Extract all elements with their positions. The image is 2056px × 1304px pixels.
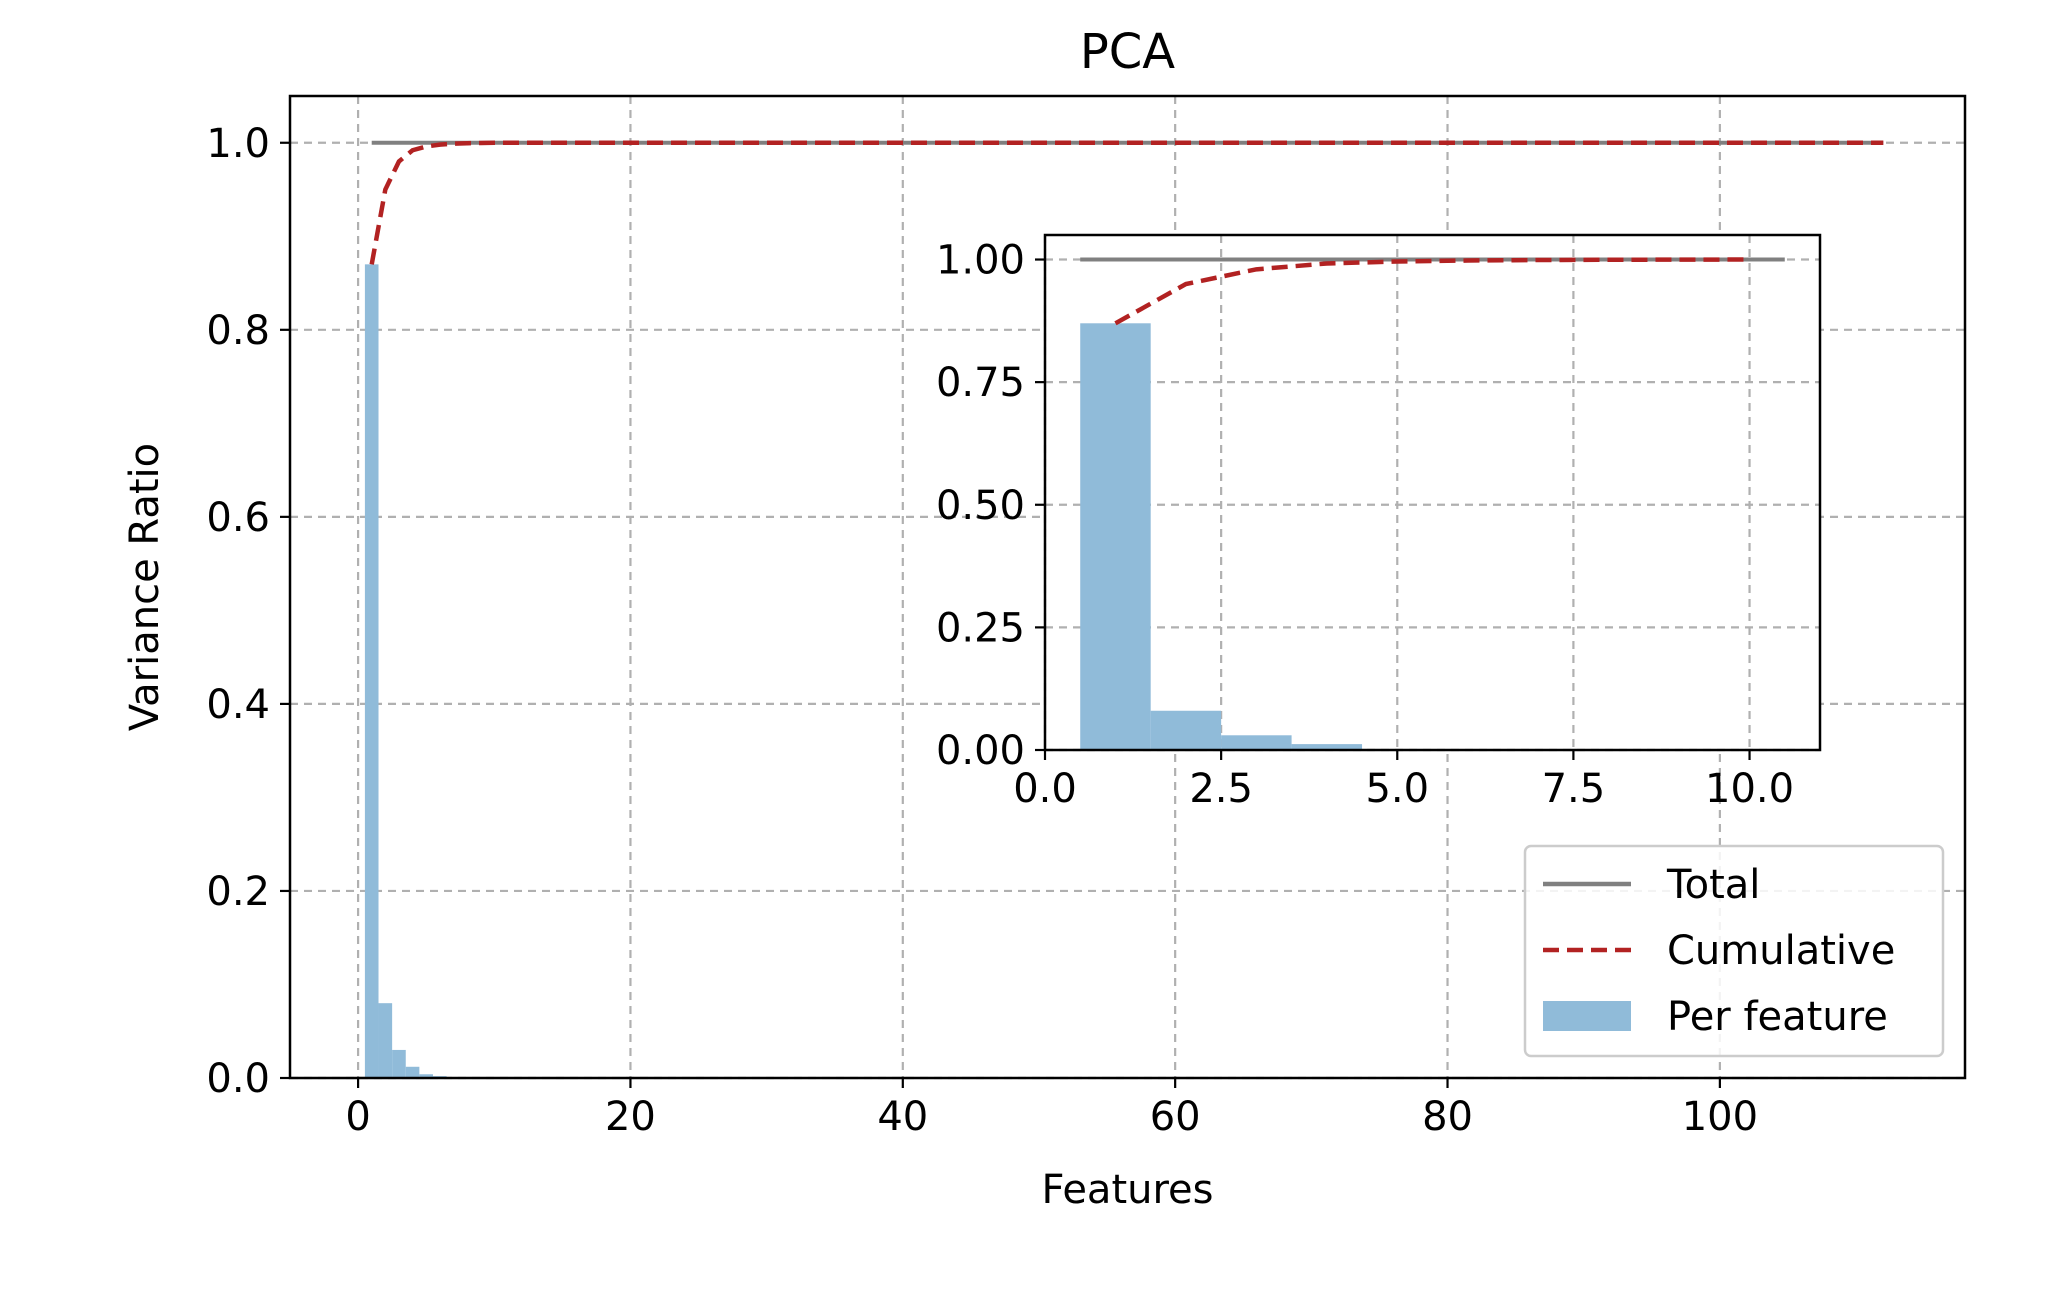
y-axis-label: Variance Ratio [122,443,168,731]
inset-y-tick-label: 1.00 [936,238,1025,284]
bar-per-feature [405,1066,420,1078]
series-cumulative-line [369,140,1884,265]
inset-plot: 0.0 2.5 5.0 7.5 10.0 0.00 0.25 0.50 0.75 1.00 [936,233,1822,812]
y-tick-label: 0.0 [206,1056,270,1102]
chart-title: PCA [1080,24,1175,80]
y-tick-label: 0.4 [206,682,270,728]
inset-y-tick-label: 0.00 [936,728,1025,774]
inset-plot-frame [1043,233,1822,752]
legend-label: Cumulative [1667,928,1895,974]
legend-swatch-per-feature [1543,1001,1631,1031]
x-axis-label: Features [1042,1167,1214,1213]
inset-bar-per-feature [1150,710,1222,750]
inset-x-tick-label: 2.5 [1189,766,1253,812]
inset-bar-per-feature [1291,744,1363,750]
inset-y-tick-label: 0.50 [936,483,1025,529]
x-tick-label: 60 [1150,1094,1201,1140]
x-tick-label: 20 [605,1094,656,1140]
y-tick-label: 0.2 [206,869,270,915]
y-tick-label: 0.8 [206,308,270,354]
x-tick-label: 100 [1682,1094,1758,1140]
bar-per-feature [378,1003,393,1078]
inset-y-tick-label: 0.75 [936,360,1025,406]
legend: Total Cumulative Per feature [1523,844,1945,1058]
inset-series-cumulative-line [1114,257,1750,326]
inset-plot-background [1045,235,1820,750]
inset-bar-per-feature [1080,323,1151,750]
inset-x-tick-label: 5.0 [1365,766,1429,812]
bar-per-feature [392,1049,406,1078]
x-tick-label: 0 [345,1094,370,1140]
inset-y-tick-label: 0.25 [936,605,1025,651]
inset-x-tick-label: 0.0 [1013,766,1077,812]
y-tick-label: 1.0 [206,121,270,167]
inset-bar-per-feature [1221,735,1292,750]
inset-x-tick-label: 10.0 [1705,766,1794,812]
bar-per-feature [364,264,379,1078]
legend-label: Per feature [1667,994,1888,1040]
legend-label: Total [1666,862,1760,908]
x-tick-label: 40 [877,1094,928,1140]
plot-frame [288,94,1967,1080]
x-tick-label: 80 [1422,1094,1473,1140]
y-tick-label: 0.6 [206,495,270,541]
bar-per-feature [419,1074,433,1078]
inset-x-tick-label: 7.5 [1542,766,1606,812]
